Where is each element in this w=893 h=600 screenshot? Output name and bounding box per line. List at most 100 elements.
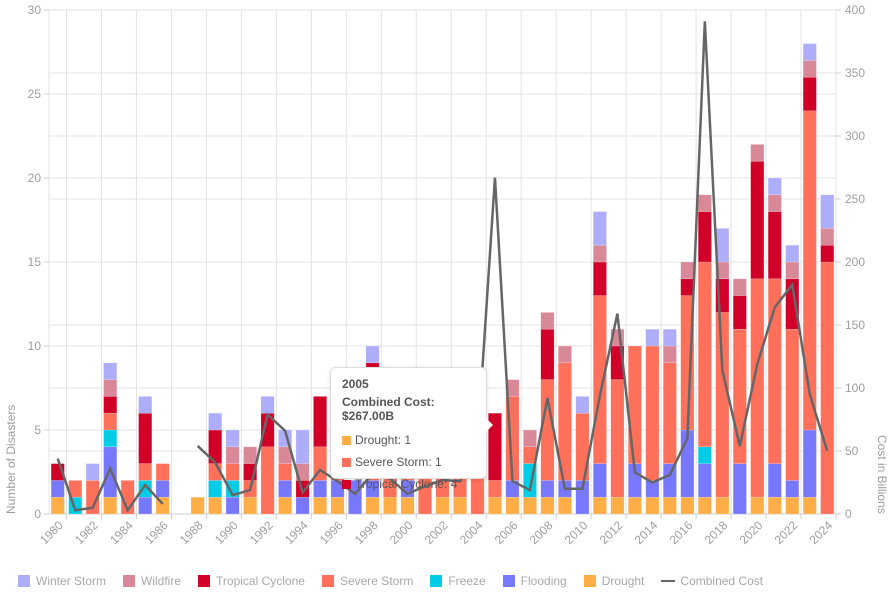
y2-tick-label: 50 <box>845 444 859 458</box>
x-tick-label: 1984 <box>107 518 136 547</box>
legend-item-winter-storm[interactable]: Winter Storm <box>18 574 106 588</box>
bar-wildfire-1990 <box>225 446 240 464</box>
bar-wildfire-2017 <box>697 194 712 212</box>
bar-drought-2015 <box>662 496 677 515</box>
bar-winter-storm-1994 <box>295 429 310 464</box>
bar-severe-storm-1990 <box>225 463 240 481</box>
legend-label: Drought <box>601 574 645 588</box>
bar-wildfire-2007 <box>523 429 537 448</box>
legend: Winter Storm Wildfire Tropical Cyclone Seve… <box>18 574 780 588</box>
bar-freeze-2017 <box>697 446 712 464</box>
bar-flooding-1990 <box>225 496 240 515</box>
bar-tropical-cyclone-2023 <box>802 76 817 112</box>
y-tick-label: 30 <box>28 3 42 17</box>
bar-winter-storm-2014 <box>645 328 660 347</box>
x-tick-label: 2022 <box>772 518 801 547</box>
bar-drought-1993 <box>278 496 292 515</box>
bar-severe-storm-2022 <box>785 328 800 481</box>
bar-tropical-cyclone-1995 <box>313 396 327 448</box>
bar-drought-2021 <box>767 496 782 515</box>
bar-drought-2018 <box>715 496 730 515</box>
x-tick-label: 2008 <box>527 518 556 547</box>
bar-tropical-cyclone-2008 <box>540 328 555 380</box>
bar-flooding-2023 <box>802 429 817 498</box>
bar-tropical-cyclone-2011 <box>593 261 607 296</box>
bar-wildfire-2016 <box>680 261 695 280</box>
legend-label: Winter Storm <box>36 574 107 588</box>
x-tick-label: 2000 <box>387 518 416 547</box>
tooltip-cost: Combined Cost: $267.00B <box>342 395 435 423</box>
legend-item-wildfire[interactable]: Wildfire <box>123 574 181 588</box>
bar-drought-2011 <box>593 496 607 515</box>
bar-severe-storm-2005 <box>488 480 502 498</box>
bar-flooding-2017 <box>697 463 712 498</box>
legend-label: Severe Storm <box>339 574 414 588</box>
legend-swatch <box>123 575 136 587</box>
bar-drought-2002 <box>435 496 450 515</box>
y-tick-label: 15 <box>28 255 42 269</box>
legend-item-tropical-cyclone[interactable]: Tropical Cyclone <box>198 574 305 588</box>
bar-drought-2012 <box>610 496 625 515</box>
legend-item-freeze[interactable]: Freeze <box>430 574 486 588</box>
x-tick-label: 2020 <box>737 518 766 547</box>
bar-flooding-1995 <box>313 480 327 498</box>
bar-drought-2022 <box>785 496 800 515</box>
x-tick-label: 2012 <box>597 518 626 547</box>
bar-winter-storm-2022 <box>785 244 800 263</box>
legend-swatch <box>18 575 30 587</box>
bar-severe-storm-1986 <box>155 463 170 481</box>
bar-wildfire-2008 <box>540 312 555 330</box>
tooltip-swatch <box>342 435 351 445</box>
bar-severe-storm-1993 <box>278 463 292 481</box>
cost-line-layer <box>56 21 829 513</box>
x-tick-label: 1988 <box>177 518 206 547</box>
legend-item-flooding[interactable]: Flooding <box>502 574 567 588</box>
legend-item-combined-cost[interactable]: Combined Cost <box>661 574 763 588</box>
bar-drought-2016 <box>680 496 695 515</box>
y-tick-label: 10 <box>28 339 42 353</box>
bar-severe-storm-2014 <box>645 345 660 481</box>
y2-tick-label: 300 <box>845 129 865 143</box>
bar-severe-storm-2015 <box>662 362 677 464</box>
bar-wildfire-2015 <box>662 345 677 364</box>
bar-severe-storm-1985 <box>138 463 153 481</box>
bar-drought-1991 <box>243 496 258 515</box>
bar-severe-storm-2012 <box>610 379 625 498</box>
bar-winter-storm-1992 <box>260 396 275 414</box>
bar-drought-2023 <box>802 496 817 515</box>
bar-winter-storm-1990 <box>225 429 240 448</box>
tooltip-row: Severe Storm: 1 <box>342 451 475 473</box>
y-tick-label: 5 <box>34 423 41 437</box>
legend-swatch <box>583 575 596 587</box>
bar-drought-1980 <box>50 496 65 515</box>
bar-severe-storm-1992 <box>260 446 275 515</box>
bar-flooding-1986 <box>155 480 170 498</box>
tooltip-swatch <box>342 479 351 489</box>
bar-drought-2007 <box>523 496 537 515</box>
bar-freeze-1989 <box>208 480 223 498</box>
bar-wildfire-2023 <box>802 60 817 78</box>
tooltip-swatch <box>342 457 351 467</box>
y-tick-label: 25 <box>28 87 42 101</box>
bar-severe-storm-2008 <box>540 379 555 481</box>
bar-wildfire-2024 <box>820 228 835 246</box>
legend-swatch <box>198 575 211 587</box>
bar-tropical-cyclone-2016 <box>680 278 695 296</box>
legend-label: Flooding <box>520 574 567 588</box>
legend-item-drought[interactable]: Drought <box>583 574 645 588</box>
bar-winter-storm-1983 <box>103 362 118 380</box>
bar-drought-1998 <box>365 496 380 515</box>
bar-flooding-1985 <box>138 496 153 515</box>
legend-swatch <box>661 580 676 582</box>
y-tick-label: 20 <box>28 171 42 185</box>
x-tick-label: 1992 <box>247 518 276 547</box>
legend-item-severe-storm[interactable]: Severe Storm <box>321 574 414 588</box>
bar-flooding-1983 <box>103 446 118 498</box>
tooltip-row: Drought: 1 <box>342 429 475 451</box>
bar-freeze-1983 <box>103 429 118 448</box>
y-tick-label: 0 <box>34 507 41 521</box>
bar-winter-storm-1985 <box>138 396 153 414</box>
y2-tick-label: 250 <box>845 192 865 206</box>
y2-tick-label: 0 <box>845 507 852 521</box>
